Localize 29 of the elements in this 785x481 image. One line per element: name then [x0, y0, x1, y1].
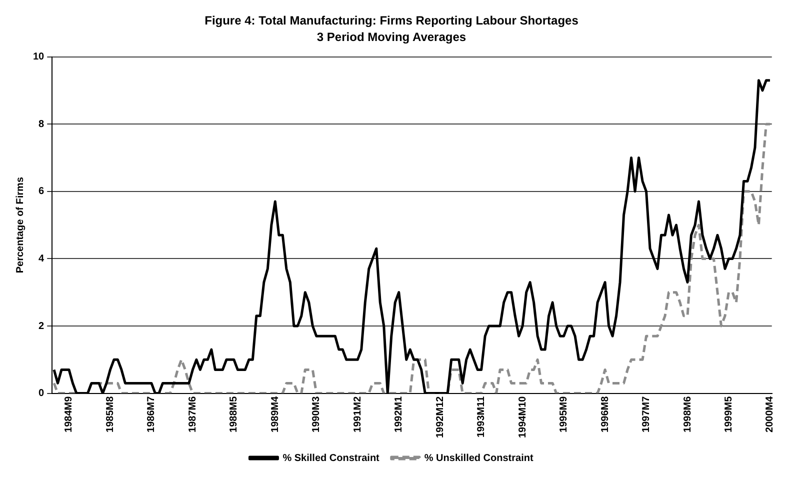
legend-label: % Unskilled Constraint — [424, 452, 534, 464]
x-tick-label: 1998M6 — [682, 396, 694, 432]
y-tick-label: 6 — [38, 186, 45, 198]
chart-subtitle: 3 Period Moving Averages — [316, 30, 466, 44]
y-tick-label: 4 — [38, 253, 45, 264]
y-axis-title: Percentage of Firms — [14, 176, 26, 274]
x-tick-label: 1985M8 — [104, 396, 116, 432]
x-tick-label: 1986M7 — [146, 396, 158, 432]
x-tick-label: 1995M9 — [558, 396, 570, 432]
x-tick-label: 1984M9 — [64, 396, 75, 432]
x-tick-label: 1988M5 — [228, 396, 240, 432]
x-tick-label: 1993M11 — [476, 396, 488, 438]
x-tick-label: 1989M4 — [270, 396, 281, 432]
x-tick-label: 1992M1 — [394, 396, 405, 432]
x-tick-label: 1991M2 — [352, 396, 364, 432]
x-tick-label: 1997M7 — [641, 396, 652, 432]
chart-title: Figure 4: Total Manufacturing: Firms Reporting Labour Shortages — [204, 14, 579, 28]
y-tick-label: 2 — [38, 320, 45, 332]
x-tick-label: 2000M4 — [764, 396, 776, 432]
x-tick-label: 1996M8 — [600, 396, 611, 432]
x-tick-label: 1992M12 — [434, 396, 446, 438]
x-tick-label: 1999M5 — [723, 396, 734, 432]
x-tick-label: 1990M3 — [311, 396, 322, 432]
legend-label: % Skilled Constraint — [282, 452, 380, 464]
y-tick-label: 10 — [33, 52, 45, 63]
x-tick-label: 1994M10 — [517, 396, 528, 438]
y-tick-label: 8 — [38, 118, 45, 130]
x-tick-label: 1987M6 — [187, 396, 198, 432]
y-tick-label: 0 — [38, 388, 45, 400]
